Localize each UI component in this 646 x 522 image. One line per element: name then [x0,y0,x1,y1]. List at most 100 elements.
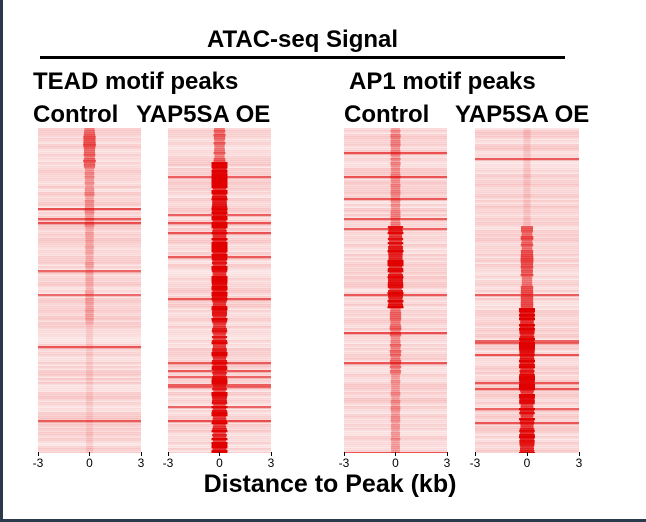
heatmap-row-peak [523,136,531,139]
heatmap-row-peak [388,252,403,255]
heatmap-row-peak [519,312,535,315]
heatmap-row-peak [519,450,535,453]
heatmap-row-background [475,146,579,149]
heatmap-row-background [38,304,141,307]
heatmap-row-peak [390,184,401,187]
heatmap-row-background [168,148,271,151]
heatmap-row-peak [213,334,226,337]
heatmap-row-background [344,192,447,195]
heatmap-row-background [344,198,447,201]
heatmap-row-background [475,130,579,133]
heatmap-tead-yap5sa [168,128,271,453]
heatmap-row-peak [387,284,404,287]
heatmap-row-peak [519,362,535,365]
heatmap-row-background [475,208,579,211]
heatmap-row-background [38,332,141,335]
heatmap-row-peak [211,282,228,285]
heatmap-row-background [344,358,447,361]
heatmap-row-background [475,232,579,235]
heatmap-row-background [344,448,447,451]
heatmap-row-background [475,186,579,189]
heatmap-row-background [38,302,141,305]
heatmap-row-peak [211,450,228,453]
heatmap-row-background [344,416,447,419]
heatmap-row-peak [212,358,227,361]
heatmap-row-peak [211,286,228,289]
heatmap-row-peak [519,402,535,405]
heatmap-row-background [344,166,447,169]
heatmap-row-background [38,390,141,393]
heatmap-row-background [344,180,447,183]
heatmap-row-peak [86,334,93,337]
heatmap-row-background [475,224,579,227]
heatmap-row-peak [86,362,93,365]
heatmap-row-peak [211,336,228,339]
heatmap-row-background [344,336,447,339]
heatmap-row-peak [523,130,531,133]
heatmap-row-peak [86,386,93,389]
heatmap-row-peak [84,200,95,203]
heatmap-row-peak [523,152,531,155]
x-tick-label: -3 [469,456,481,470]
heatmap-row-peak [523,176,531,179]
heatmap-row-peak [213,152,226,155]
heatmap-row-peak [390,186,401,189]
heatmap-row-peak [211,318,228,321]
heatmap-row-peak [83,132,96,135]
heatmap-row-peak [390,368,401,371]
x-axis-label: Distance to Peak (kb) [203,470,457,498]
heatmap-row-peak [86,328,93,331]
heatmap-row-peak [86,356,93,359]
heatmap-row-peak [211,246,228,249]
heatmap-row-background [38,374,141,377]
heatmap-row-background [344,152,447,155]
heatmap-row-peak [85,256,94,259]
heatmap-row-peak [389,334,402,337]
heatmap-row-background [344,376,447,379]
heatmap-row-peak [390,214,401,217]
heatmap-row-peak [211,366,228,369]
heatmap-row-peak [523,138,531,141]
heatmap-row-peak [391,398,400,401]
heatmap-row-peak [212,328,227,331]
heatmap-row-peak [84,156,95,159]
heatmap-row-peak [212,304,227,307]
heatmap-row-peak [85,262,94,265]
heatmap-row-peak [521,246,533,249]
heatmap-row-peak [519,442,535,445]
heatmap-row-peak [389,272,402,275]
heatmap-row-peak [390,212,401,215]
heatmap-row-background [344,206,447,209]
heatmap-row-background [38,326,141,329]
heatmap-row-peak [211,438,228,441]
heatmap-row-background [344,150,447,153]
title-underline [40,56,565,59]
heatmap-row-background [38,270,141,273]
heatmap-row-peak [86,430,93,433]
heatmap-row-peak [523,158,531,161]
heatmap-row-peak [523,180,531,183]
heatmap-row-peak [85,316,94,319]
heatmap-row-peak [519,358,535,361]
heatmap-row-background [475,220,579,223]
heatmap-row-background [38,208,141,211]
heatmap-row-peak [86,442,93,445]
heatmap-row-peak [83,140,96,143]
heatmap-row-peak [212,374,227,377]
heatmap-row-peak [212,302,227,305]
heatmap-row-peak [519,380,535,383]
heatmap-row-background [38,412,141,415]
heatmap-row-peak [211,208,228,211]
heatmap-row-peak [519,434,535,437]
heatmap-row-peak [520,258,534,261]
heatmap-row-background [38,206,141,209]
heatmap-row-background [38,248,141,251]
heatmap-row-peak [85,276,94,279]
heatmap-row-peak [388,248,403,251]
heatmap-row-peak [387,300,404,303]
heatmap-row-background [38,268,141,271]
heatmap-row-background [344,356,447,359]
heatmap-row-peak [211,278,228,281]
heatmap-row-background [344,362,447,365]
